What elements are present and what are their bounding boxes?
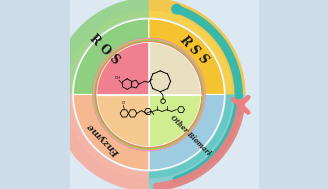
Wedge shape xyxy=(73,94,149,170)
Wedge shape xyxy=(149,19,224,95)
Text: R O S: R O S xyxy=(87,32,122,67)
Text: R S S: R S S xyxy=(177,33,211,67)
Text: OH: OH xyxy=(115,76,121,80)
Wedge shape xyxy=(97,43,149,94)
Text: Enzyme: Enzyme xyxy=(86,121,122,157)
Wedge shape xyxy=(97,94,149,146)
Wedge shape xyxy=(73,19,149,95)
Wedge shape xyxy=(149,94,201,146)
Wedge shape xyxy=(149,94,224,170)
Text: Other Biomarker: Other Biomarker xyxy=(169,114,219,164)
Wedge shape xyxy=(149,43,201,94)
Circle shape xyxy=(172,4,181,14)
FancyBboxPatch shape xyxy=(64,0,264,189)
Text: O: O xyxy=(122,101,125,105)
